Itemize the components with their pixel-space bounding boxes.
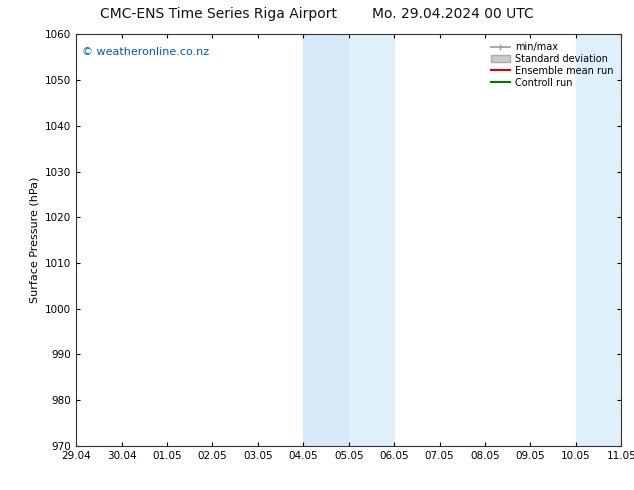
Legend: min/max, Standard deviation, Ensemble mean run, Controll run: min/max, Standard deviation, Ensemble me…	[488, 39, 616, 91]
Bar	[303, 34, 349, 446]
Text: CMC-ENS Time Series Riga Airport        Mo. 29.04.2024 00 UTC: CMC-ENS Time Series Riga Airport Mo. 29.…	[100, 7, 534, 22]
Y-axis label: Surface Pressure (hPa): Surface Pressure (hPa)	[29, 177, 39, 303]
Text: © weatheronline.co.nz: © weatheronline.co.nz	[82, 47, 209, 57]
Bar	[576, 34, 621, 446]
Bar	[349, 34, 394, 446]
